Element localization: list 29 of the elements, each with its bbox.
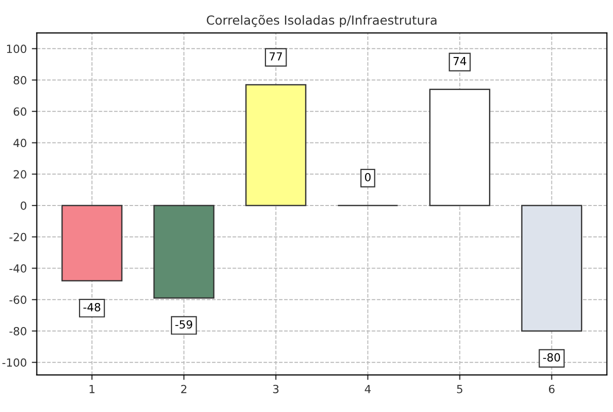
bar: [429, 88, 490, 206]
x-tick-label: 3: [273, 384, 278, 394]
y-tick-label: 80: [14, 76, 26, 84]
x-tick-label: 2: [181, 384, 186, 394]
bar: [521, 204, 582, 332]
x-tick-label: 4: [364, 384, 371, 394]
y-tick-label: 0: [20, 201, 26, 210]
bar: [245, 84, 306, 206]
y-tick-label: -60: [9, 296, 26, 304]
x-tick-label: 1: [90, 384, 94, 394]
y-tick-label: -80: [9, 326, 26, 336]
data-label: 74: [454, 57, 466, 66]
y-tick-label: 20: [14, 170, 26, 179]
chart-title: Correlações Isoladas p/Infraestrutura: [206, 14, 436, 28]
data-label: 77: [270, 52, 282, 60]
data-label: -48: [83, 302, 100, 312]
data-label: 0: [365, 172, 371, 182]
y-tick-label: 40: [13, 138, 26, 148]
y-tick-label: -100: [2, 358, 26, 367]
y-tick-label: -20: [9, 232, 26, 242]
data-label: -59: [175, 320, 192, 329]
y-tick-label: -40: [9, 264, 26, 273]
x-tick-label: 5: [457, 384, 462, 394]
bar: [153, 204, 214, 299]
y-tick-label: 100: [7, 44, 26, 54]
bar: [61, 204, 122, 282]
y-tick-label: 60: [14, 107, 26, 116]
data-label: -80: [543, 353, 560, 362]
x-tick-label: 6: [548, 384, 555, 394]
